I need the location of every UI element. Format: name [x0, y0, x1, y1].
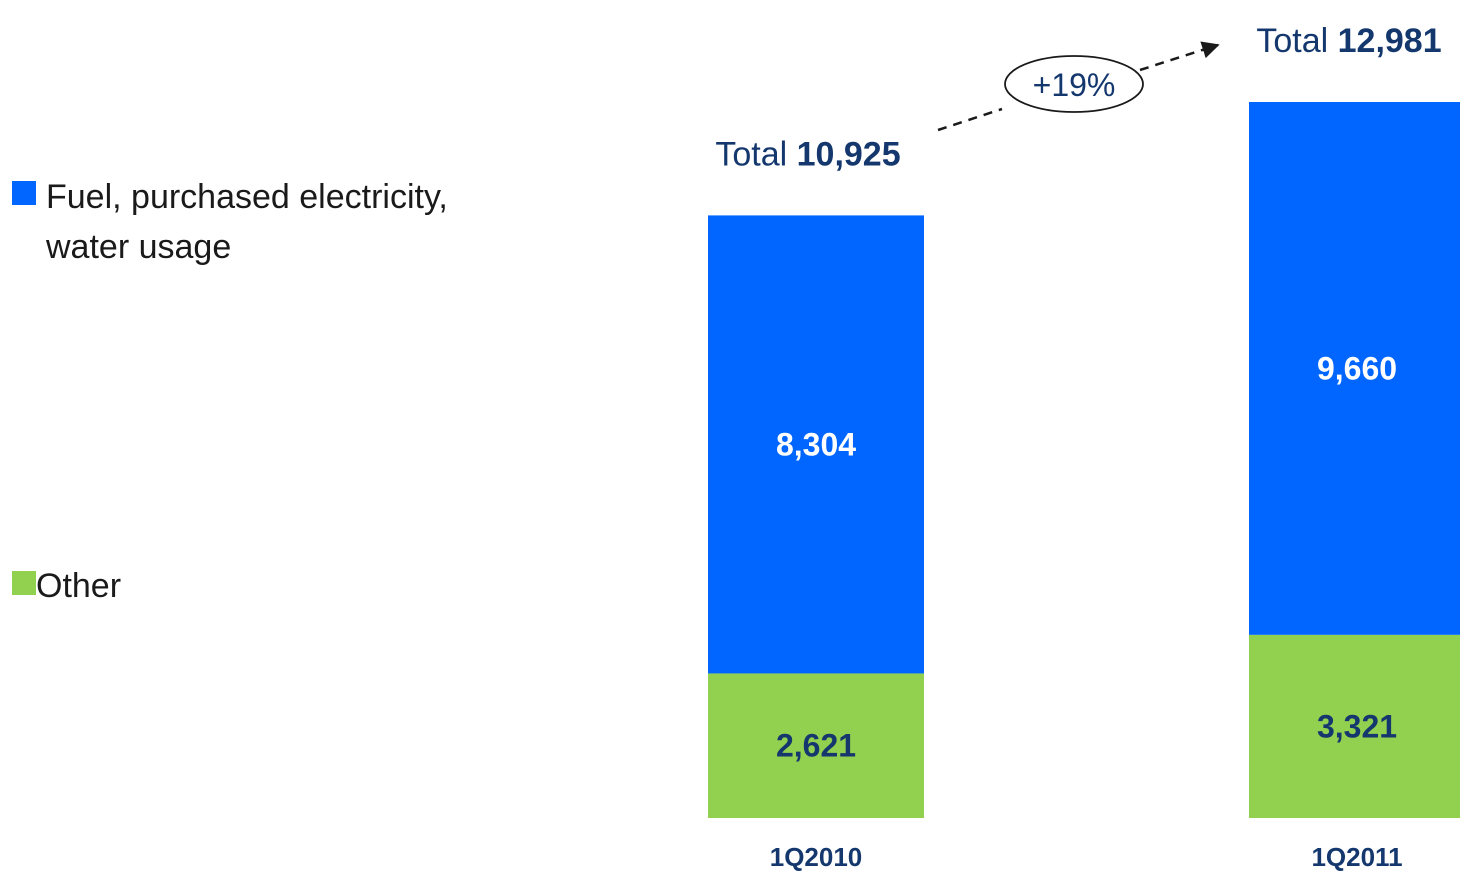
legend-label-other: Other	[36, 567, 121, 605]
legend-swatch-other	[12, 571, 36, 595]
bar-segment-other-1q2011	[1249, 634, 1460, 818]
value-label-fuel-1q2010: 8,304	[776, 426, 856, 462]
category-label-1q2011: 1Q2011	[1311, 842, 1402, 872]
chart-legend: Fuel, purchased electricity, water usage O…	[12, 178, 448, 605]
value-label-fuel-1q2011: 9,660	[1317, 350, 1397, 386]
legend-swatch-fuel	[12, 181, 36, 205]
bars-group	[708, 102, 1460, 818]
total-prefix: Total	[1256, 22, 1337, 60]
bar-segment-fuel-1q2011	[1249, 102, 1460, 635]
value-label-other-1q2010: 2,621	[776, 728, 856, 764]
total-value: 10,925	[797, 135, 901, 173]
legend-label-fuel-line-2: water usage	[45, 228, 231, 266]
legend-label-fuel-line-1: Fuel, purchased electricity,	[46, 178, 448, 216]
growth-ellipse	[1004, 55, 1144, 113]
total-prefix: Total	[715, 135, 796, 173]
bar-segment-fuel-1q2010	[708, 215, 924, 674]
growth-arrow-line-left	[937, 107, 1003, 132]
bar-segment-other-1q2010	[708, 673, 924, 818]
total-label-1q2010: Total 10,925	[715, 135, 900, 173]
growth-annotation: +19%	[937, 41, 1220, 132]
category-label-1q2010: 1Q2010	[770, 842, 863, 872]
growth-label: +19%	[1033, 67, 1116, 103]
growth-arrow-line-right	[1139, 41, 1220, 72]
value-label-other-1q2011: 3,321	[1317, 708, 1397, 744]
total-value: 12,981	[1338, 22, 1442, 60]
labels-group: 2,621 8,304 1Q2010 Total 10,925 3,321 9,660 1Q…	[715, 22, 1441, 872]
total-label-1q2011: Total 12,981	[1256, 22, 1441, 60]
